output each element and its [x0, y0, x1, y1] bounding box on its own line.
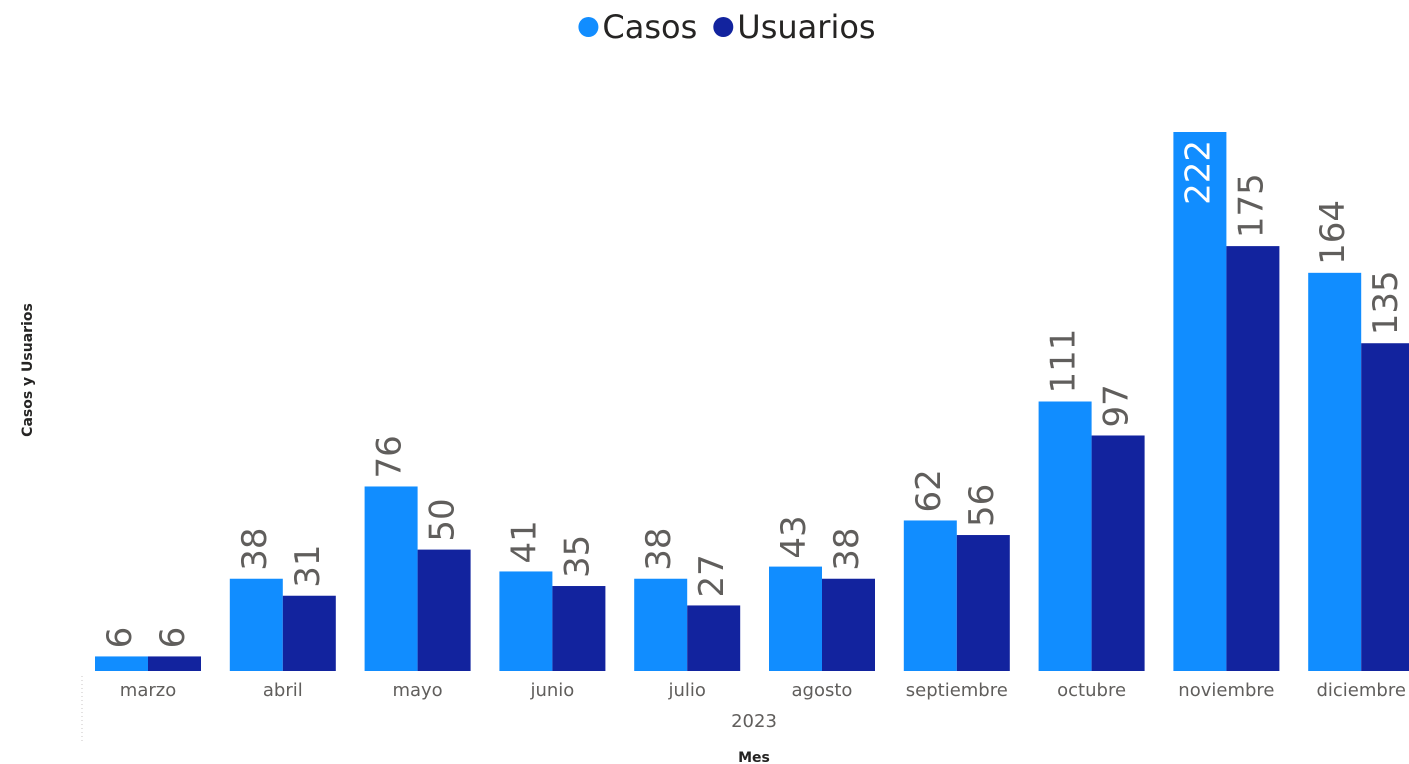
- data-label: 38: [827, 527, 867, 570]
- bar: [95, 656, 148, 671]
- x-group-label: 2023: [731, 711, 777, 732]
- data-label: 97: [1097, 384, 1137, 427]
- data-label: 175: [1231, 173, 1271, 238]
- x-tick-label: mayo: [392, 680, 442, 701]
- bar: [634, 578, 688, 671]
- legend-marker: [713, 17, 734, 37]
- data-label: 76: [370, 435, 410, 478]
- x-tick-label: septiembre: [906, 680, 1008, 701]
- bar: [1308, 272, 1362, 671]
- bar: [552, 586, 606, 671]
- bar: [499, 571, 553, 671]
- data-label: 50: [423, 498, 463, 541]
- data-label: 164: [1313, 200, 1353, 265]
- x-tick-label: julio: [667, 680, 705, 701]
- legend-label: Casos: [602, 8, 697, 46]
- data-label: 31: [288, 544, 328, 587]
- data-label: 43: [774, 515, 814, 558]
- legend-label: Usuarios: [737, 8, 875, 46]
- bar: [822, 578, 875, 671]
- data-label: 35: [557, 535, 597, 578]
- x-tick-label: diciembre: [1316, 680, 1405, 701]
- x-tick-label: octubre: [1057, 680, 1126, 701]
- data-label: 62: [909, 469, 949, 512]
- y-axis-title: Casos y Usuarios: [20, 303, 36, 437]
- bar: [956, 535, 1010, 671]
- bar: [1226, 246, 1280, 671]
- data-label: 56: [962, 484, 1002, 527]
- bar: [417, 549, 471, 671]
- legend-marker: [578, 17, 599, 37]
- bar: [1038, 401, 1092, 671]
- data-label: 111: [1044, 329, 1084, 394]
- bar: [1091, 435, 1145, 671]
- bar: [282, 595, 336, 671]
- bar: [903, 520, 957, 671]
- data-label: 6: [100, 627, 140, 649]
- x-axis-title: Mes: [738, 750, 770, 764]
- x-tick-label: junio: [529, 680, 574, 701]
- data-label: 135: [1366, 270, 1406, 335]
- data-label: 38: [639, 527, 679, 570]
- data-label: 27: [692, 554, 732, 597]
- data-label: 6: [153, 627, 193, 649]
- x-tick-label: agosto: [792, 680, 853, 701]
- bar: [769, 566, 822, 671]
- bar: [687, 605, 741, 671]
- x-tick-label: marzo: [120, 680, 176, 701]
- bar: [1173, 132, 1227, 671]
- data-label: 38: [235, 527, 275, 570]
- bar: [1361, 343, 1409, 671]
- bar: [148, 656, 201, 671]
- bar: [229, 578, 283, 671]
- x-tick-label: abril: [263, 680, 303, 701]
- x-tick-label: noviembre: [1178, 680, 1274, 701]
- bar: [364, 486, 418, 671]
- data-label: 41: [504, 520, 544, 563]
- data-label: 222: [1178, 140, 1218, 205]
